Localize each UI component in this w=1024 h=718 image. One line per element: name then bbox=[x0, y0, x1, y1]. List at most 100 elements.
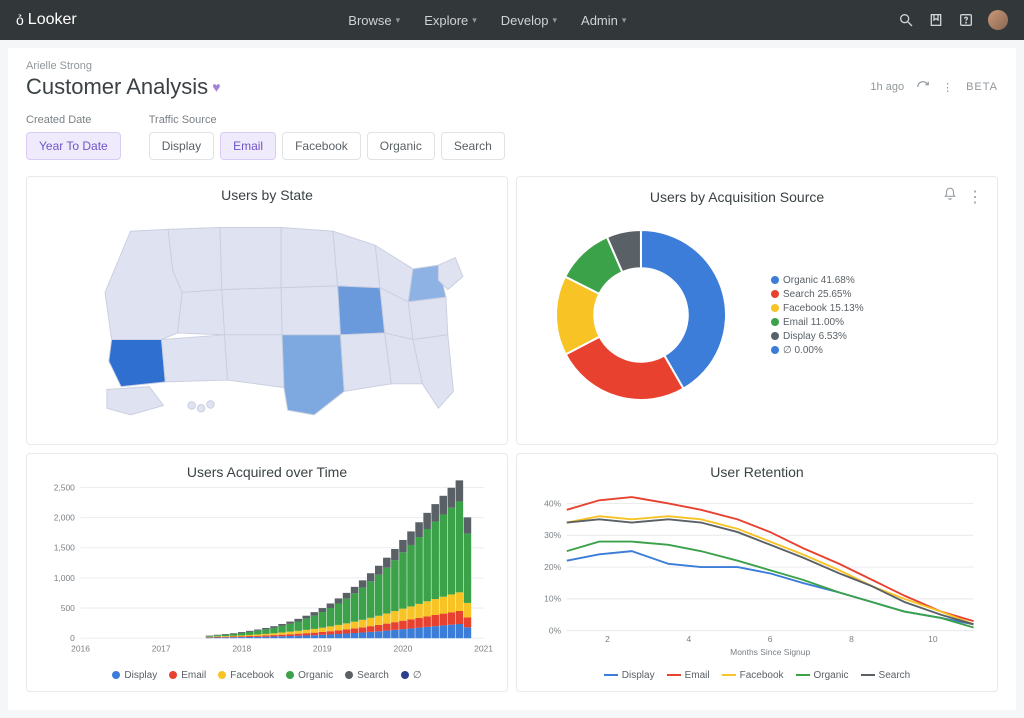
stacked-bar-chart: 0 500 1,000 1,500 2,000 2,500 2016 2017 2018 2019… bbox=[41, 480, 493, 659]
svg-text:10%: 10% bbox=[544, 594, 561, 604]
card-title: Users by State bbox=[221, 187, 313, 203]
card-title: User Retention bbox=[710, 464, 803, 480]
svg-text:2017: 2017 bbox=[152, 643, 171, 653]
more-icon[interactable]: ⋮ bbox=[942, 81, 954, 94]
topbar: ỏ Looker Browse▾ Explore▾ Develop▾ Admin… bbox=[0, 0, 1024, 40]
svg-text:2,000: 2,000 bbox=[54, 512, 75, 522]
retention-legend: Display Email Facebook Organic Search bbox=[531, 670, 983, 681]
nav-browse[interactable]: Browse▾ bbox=[348, 13, 400, 28]
chevron-down-icon: ▾ bbox=[396, 15, 401, 26]
logo[interactable]: ỏ Looker bbox=[16, 11, 77, 29]
legend-item: Facebook 15.13% bbox=[771, 303, 864, 314]
line-chart: 0% 10% 20% 30% 40% 2 4 6 8 10 Months Since Signup bbox=[531, 480, 983, 659]
filters: Created Date Year To Date Traffic Source… bbox=[26, 114, 998, 160]
svg-text:Months Since Signup: Months Since Signup bbox=[730, 647, 810, 657]
pill-organic[interactable]: Organic bbox=[367, 132, 435, 160]
timestamp: 1h ago bbox=[870, 81, 904, 93]
top-nav: Browse▾ Explore▾ Develop▾ Admin▾ bbox=[348, 13, 626, 28]
state-texas bbox=[282, 335, 344, 415]
pill-email[interactable]: Email bbox=[220, 132, 276, 160]
svg-text:30%: 30% bbox=[544, 530, 561, 540]
breadcrumb[interactable]: Arielle Strong bbox=[26, 60, 998, 72]
state-illinois bbox=[338, 286, 385, 335]
svg-text:0: 0 bbox=[70, 633, 75, 643]
legend-item: Facebook bbox=[722, 670, 784, 681]
favorite-icon[interactable]: ♥ bbox=[212, 79, 220, 95]
us-map-chart bbox=[41, 203, 493, 429]
page-title: Customer Analysis bbox=[26, 74, 208, 100]
chevron-down-icon: ▾ bbox=[622, 15, 627, 26]
svg-text:10: 10 bbox=[928, 634, 938, 644]
state-california bbox=[109, 340, 166, 387]
chevron-down-icon: ▾ bbox=[472, 15, 477, 26]
nav-admin[interactable]: Admin▾ bbox=[581, 13, 626, 28]
svg-text:20%: 20% bbox=[544, 562, 561, 572]
legend-item: ∅ bbox=[401, 670, 422, 681]
pill-year-to-date[interactable]: Year To Date bbox=[26, 132, 121, 160]
stacked-legend: Display Email Facebook Organic Search ∅ bbox=[41, 670, 493, 681]
topbar-actions bbox=[898, 10, 1008, 30]
card-title: Users Acquired over Time bbox=[187, 464, 347, 480]
bell-icon[interactable] bbox=[943, 187, 957, 201]
donut-legend: Organic 41.68% Search 25.65% Facebook 15.1… bbox=[771, 272, 864, 359]
legend-item: Organic 41.68% bbox=[771, 275, 864, 286]
legend-item: Search bbox=[861, 670, 911, 681]
svg-text:2021: 2021 bbox=[474, 643, 493, 653]
filter-traffic-source: Traffic Source DisplayEmailFacebookOrgan… bbox=[149, 114, 505, 160]
svg-text:0%: 0% bbox=[549, 625, 562, 635]
nav-develop[interactable]: Develop▾ bbox=[501, 13, 557, 28]
legend-item: ∅ 0.00% bbox=[771, 345, 864, 356]
beta-badge: BETA bbox=[966, 81, 998, 93]
legend-item: Search bbox=[345, 670, 389, 681]
dashboard-page: Arielle Strong Customer Analysis ♥ 1h ag… bbox=[8, 48, 1016, 710]
svg-text:2019: 2019 bbox=[313, 643, 332, 653]
legend-item: Email bbox=[169, 670, 206, 681]
pill-display[interactable]: Display bbox=[149, 132, 214, 160]
legend-item: Email bbox=[667, 670, 710, 681]
refresh-icon[interactable] bbox=[916, 80, 930, 94]
card-title: Users by Acquisition Source bbox=[650, 189, 824, 205]
card-users-over-time: Users Acquired over Time 0 500 1,000 1,500 2… bbox=[26, 453, 508, 692]
pill-search[interactable]: Search bbox=[441, 132, 505, 160]
more-icon[interactable]: ⋮ bbox=[967, 187, 983, 207]
svg-text:6: 6 bbox=[768, 634, 773, 644]
help-icon[interactable] bbox=[958, 12, 974, 28]
chevron-down-icon: ▾ bbox=[553, 15, 558, 26]
svg-text:2020: 2020 bbox=[394, 643, 413, 653]
card-user-retention: User Retention 0% 10% 20% 30% 40% 2 4 6 8 10 Month… bbox=[516, 453, 998, 692]
bookmark-icon[interactable] bbox=[928, 12, 944, 28]
search-icon[interactable] bbox=[898, 12, 914, 28]
svg-text:1,500: 1,500 bbox=[54, 543, 75, 553]
legend-item: Email 11.00% bbox=[771, 317, 864, 328]
legend-item: Display 6.53% bbox=[771, 331, 864, 342]
card-users-by-state: Users by State bbox=[26, 176, 508, 445]
donut-chart bbox=[531, 215, 751, 415]
pill-facebook[interactable]: Facebook bbox=[282, 132, 361, 160]
svg-text:8: 8 bbox=[849, 634, 854, 644]
filter-label: Traffic Source bbox=[149, 114, 505, 126]
svg-text:2,500: 2,500 bbox=[54, 482, 75, 492]
legend-item: Display bbox=[112, 670, 157, 681]
logo-icon: ỏ bbox=[16, 12, 24, 28]
svg-text:2016: 2016 bbox=[71, 643, 90, 653]
legend-item: Search 25.65% bbox=[771, 289, 864, 300]
svg-text:500: 500 bbox=[61, 603, 75, 613]
svg-text:2018: 2018 bbox=[232, 643, 251, 653]
svg-text:1,000: 1,000 bbox=[54, 573, 75, 583]
svg-text:4: 4 bbox=[686, 634, 691, 644]
brand-text: Looker bbox=[28, 11, 77, 29]
svg-text:40%: 40% bbox=[544, 498, 561, 508]
card-acquisition-source: Users by Acquisition Source ⋮ Organic 41… bbox=[516, 176, 998, 445]
filter-created-date: Created Date Year To Date bbox=[26, 114, 121, 160]
nav-explore[interactable]: Explore▾ bbox=[424, 13, 477, 28]
legend-item: Facebook bbox=[218, 670, 274, 681]
card-grid: Users by State bbox=[26, 176, 998, 692]
legend-item: Display bbox=[604, 670, 655, 681]
legend-item: Organic bbox=[796, 670, 849, 681]
avatar[interactable] bbox=[988, 10, 1008, 30]
legend-item: Organic bbox=[286, 670, 333, 681]
title-bar: Customer Analysis ♥ 1h ago ⋮ BETA bbox=[26, 74, 998, 100]
filter-label: Created Date bbox=[26, 114, 121, 126]
title-actions: 1h ago ⋮ BETA bbox=[870, 80, 998, 94]
svg-text:2: 2 bbox=[605, 634, 610, 644]
